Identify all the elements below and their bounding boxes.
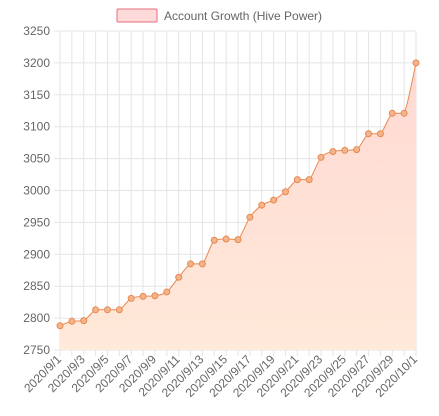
y-axis-tick-labels: 2750 2800 2850 2900 2950 3000 3050 3100 3150 3200…: [23, 24, 50, 357]
x-axis-tick-labels: 2020/9/12020/9/32020/9/52020/9/72020/9/9…: [21, 352, 420, 400]
data-point[interactable]: [103, 306, 111, 314]
data-point[interactable]: [210, 236, 218, 244]
data-point[interactable]: [115, 306, 123, 314]
series-area: [60, 62, 416, 351]
y-tick-label: 2800: [23, 311, 50, 325]
data-point[interactable]: [222, 235, 230, 243]
y-tick-label: 2900: [23, 247, 50, 261]
y-tick-label: 3250: [23, 24, 50, 38]
data-point[interactable]: [246, 213, 254, 221]
data-point[interactable]: [68, 317, 76, 325]
data-point[interactable]: [187, 260, 195, 268]
data-point[interactable]: [175, 273, 183, 281]
legend[interactable]: Account Growth (Hive Power): [116, 8, 322, 23]
y-tick-label: 3050: [23, 152, 50, 166]
data-point[interactable]: [341, 146, 349, 154]
data-point[interactable]: [258, 201, 266, 209]
y-tick-label: 3100: [23, 120, 50, 134]
data-point[interactable]: [56, 322, 64, 330]
y-tick-label: 2850: [23, 279, 50, 293]
data-point[interactable]: [400, 109, 408, 117]
data-point[interactable]: [234, 236, 242, 244]
y-tick-label: 2950: [23, 215, 50, 229]
data-point[interactable]: [80, 317, 88, 325]
data-point[interactable]: [305, 176, 313, 184]
data-point[interactable]: [412, 59, 420, 67]
y-tick-label: 3000: [23, 184, 50, 198]
data-point[interactable]: [151, 292, 159, 300]
data-point[interactable]: [270, 196, 278, 204]
data-point[interactable]: [329, 148, 337, 156]
data-point[interactable]: [163, 288, 171, 296]
legend-swatch[interactable]: [116, 8, 158, 23]
y-tick-label: 3200: [23, 56, 50, 70]
data-point[interactable]: [127, 294, 135, 302]
data-point[interactable]: [317, 153, 325, 161]
data-point[interactable]: [353, 146, 361, 154]
data-point[interactable]: [388, 109, 396, 117]
data-point[interactable]: [293, 176, 301, 184]
y-tick-label: 3150: [23, 88, 50, 102]
data-point[interactable]: [92, 306, 100, 314]
data-point[interactable]: [281, 188, 289, 196]
data-point[interactable]: [376, 130, 384, 138]
y-tick-label: 2750: [23, 343, 50, 357]
data-point[interactable]: [139, 292, 147, 300]
legend-label[interactable]: Account Growth (Hive Power): [164, 9, 322, 23]
data-point[interactable]: [365, 130, 373, 138]
data-point[interactable]: [198, 260, 206, 268]
data-points: [56, 59, 420, 330]
